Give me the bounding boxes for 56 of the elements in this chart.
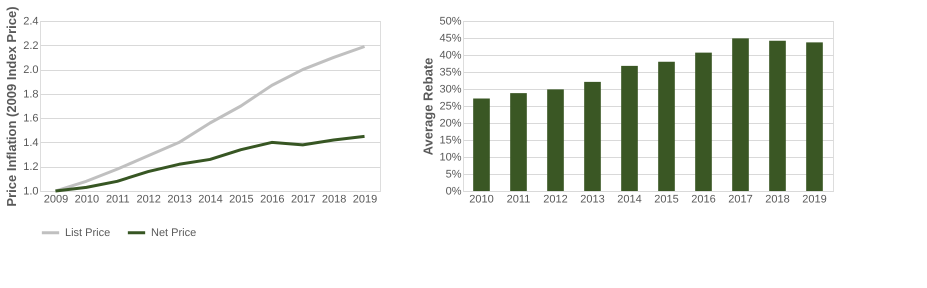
bar [584,82,601,191]
y-tick-label: 2.2 [23,40,38,52]
y-tick-label: 45% [439,32,462,44]
bar [621,66,638,191]
y-axis-title: Price Inflation (2009 Index Price) [4,6,20,207]
x-tick-label: 2012 [543,194,568,206]
x-tick-label: 2016 [691,194,716,206]
x-tick-label: 2012 [136,194,161,206]
x-tick-label: 2010 [74,194,100,206]
y-tick-label: 1.6 [23,112,38,125]
y-tick-label: 1.8 [23,88,38,100]
line-series [54,45,366,192]
bar [806,42,823,191]
bar [732,38,749,191]
x-tick-label: 2014 [198,194,223,206]
x-tick-label: 2017 [290,194,316,206]
x-tick-label: 2011 [506,194,530,206]
x-tick-label: 2017 [728,194,753,206]
bar [769,40,786,191]
y-tick-label: 2.0 [23,64,38,76]
x-tick-label: 2011 [106,194,130,206]
y-tick-label: 40% [439,50,462,62]
legend-label: List Price [65,226,110,239]
x-tick-label: 2018 [765,194,790,206]
y-tick-label: 25% [439,100,462,112]
x-tick-label: 2010 [469,194,494,206]
line-series [54,134,366,192]
y-tick-label: 15% [439,134,462,146]
y-tick-label: 0% [446,186,462,198]
y-tick-label: 1.2 [23,161,38,174]
x-tick-label: 2013 [167,194,192,206]
y-tick-label: 10% [439,152,462,164]
x-tick-label: 2013 [580,194,605,206]
x-tick-label: 2016 [260,194,285,206]
bar [547,89,564,191]
x-tick-label: 2018 [322,194,346,206]
y-tick-label: 50% [439,16,462,28]
x-tick-label: 2015 [654,194,679,206]
bar [695,52,712,191]
y-tick-label: 35% [439,66,462,78]
bar [473,98,490,191]
x-tick-label: 2009 [44,194,68,206]
y-tick-label: 5% [446,168,462,180]
legend-label: Net Price [151,226,196,239]
y-tick-label: 30% [439,84,462,96]
x-tick-label: 2019 [352,194,378,206]
x-tick-label: 2019 [802,194,827,206]
x-tick-label: 2015 [229,194,254,206]
y-axis-title: Average Rebate [420,58,436,156]
x-tick-label: 2014 [617,194,642,206]
y-tick-label: 1.4 [23,136,38,149]
y-tick-label: 1.0 [23,186,38,198]
y-tick-label: 2.4 [23,16,38,28]
bar [510,93,527,191]
bar [658,62,675,191]
y-tick-label: 20% [439,118,462,130]
